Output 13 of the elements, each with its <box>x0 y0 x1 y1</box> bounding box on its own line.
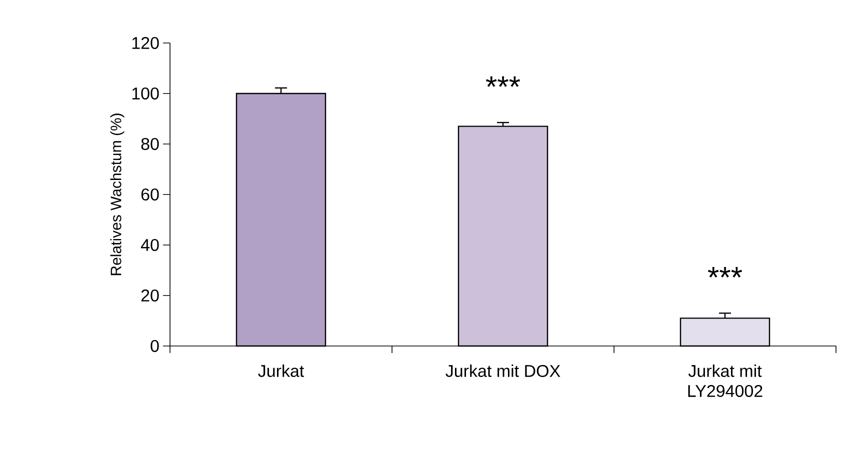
y-tick-label: 0 <box>150 340 159 352</box>
y-tick-label: 60 <box>141 188 159 201</box>
y-axis-title: Relatives Wachstum (%) <box>110 114 124 276</box>
annotation: *** <box>486 76 520 87</box>
y-tick-label: 40 <box>140 238 159 252</box>
x-tick-label: Jurkat mit LY294002 <box>688 364 762 398</box>
y-tick-label: 80 <box>141 138 159 150</box>
x-tick-label: Jurkat <box>258 364 304 378</box>
y-tick-label: 100 <box>132 87 159 100</box>
y-tick-label: 120 <box>132 36 159 50</box>
annotation: *** <box>708 266 742 278</box>
y-tick-label: 20 <box>141 289 159 302</box>
x-tick-label: Jurkat mit DOX <box>446 364 560 378</box>
